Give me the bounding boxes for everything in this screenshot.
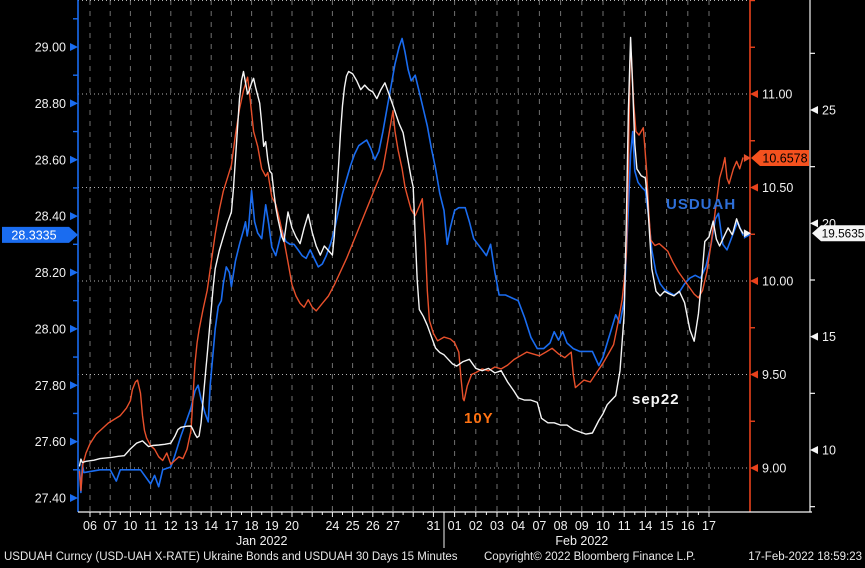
- yield-axis-tick-label: 9.00: [762, 462, 786, 476]
- x-axis-date-label: 03: [490, 519, 504, 533]
- left-axis-major-tick: [70, 381, 78, 390]
- yield-axis-major-tick: [750, 370, 758, 379]
- price-axis-tick-label: 10: [822, 444, 836, 458]
- x-axis-month-label: Jan 2022: [236, 534, 287, 548]
- x-axis-date-label: 17: [224, 519, 238, 533]
- x-axis-date-label: 12: [164, 519, 178, 533]
- yield-axis-major-tick: [750, 277, 758, 285]
- last-price-tag-sep22: [812, 225, 865, 242]
- left-axis-tick-label: 29.00: [35, 41, 66, 55]
- left-axis-major-tick: [70, 437, 78, 446]
- series-label-usduah: USDUAH: [666, 196, 737, 213]
- series-label-10y: 10Y: [464, 410, 494, 427]
- price-axis-tick-label: 25: [822, 104, 836, 118]
- x-axis-date-label: 10: [596, 519, 610, 533]
- x-axis-date-label: 20: [285, 519, 299, 533]
- left-axis-tick-label: 28.60: [35, 153, 66, 167]
- last-price-tag-usduah-value: 28.3335: [11, 228, 56, 242]
- x-axis-date-label: 31: [426, 519, 440, 533]
- price-axis-major-tick: [810, 332, 818, 341]
- price-axis-tick-label: 15: [822, 330, 836, 344]
- x-axis-date-label: 25: [346, 519, 360, 533]
- series-end-arrow-sep22: [743, 229, 751, 238]
- left-axis-tick-label: 28.20: [35, 266, 66, 280]
- left-axis-major-tick: [70, 212, 78, 221]
- last-price-tag-sep22-value: 19.5635: [822, 227, 865, 241]
- x-axis-date-label: 24: [325, 519, 339, 533]
- x-axis-date-label: 11: [618, 519, 631, 533]
- x-axis-date-label: 16: [681, 519, 695, 533]
- x-axis-date-label: 02: [469, 519, 483, 533]
- x-axis-date-label: 09: [575, 519, 589, 533]
- series-end-arrow-10y: [743, 153, 751, 162]
- series-label-sep22: sep22: [632, 391, 680, 408]
- left-axis-major-tick: [70, 268, 78, 277]
- left-axis-tick-label: 28.40: [35, 210, 66, 224]
- last-price-tag-10y-value: 10.6578: [762, 151, 807, 165]
- price-axis-major-tick: [810, 446, 818, 455]
- x-axis-date-label: 14: [204, 519, 218, 533]
- yield-axis-tick-label: 10.50: [762, 181, 793, 195]
- security-description: USDUAH Curncy (USD-UAH X-RATE) Ukraine B…: [4, 551, 458, 563]
- x-axis-date-label: 06: [83, 519, 97, 533]
- left-axis-tick-label: 28.00: [35, 322, 66, 336]
- series-line-10y: [78, 52, 744, 492]
- x-axis-date-label: 19: [265, 519, 279, 533]
- copyright-text: Copyright© 2022 Bloomberg Finance L.P.: [484, 551, 696, 563]
- datetime-stamp: 17-Feb-2022 18:59:23: [748, 551, 862, 563]
- status-bar: USDUAH Curncy (USD-UAH X-RATE) Ukraine B…: [0, 548, 865, 568]
- left-axis-tick-label: 27.40: [35, 492, 66, 506]
- x-axis-date-label: 01: [448, 519, 462, 533]
- yield-axis-major-tick: [750, 90, 758, 98]
- x-axis-date-label: 13: [184, 519, 198, 533]
- left-axis-major-tick: [70, 494, 78, 502]
- series-line-sep22: [78, 36, 744, 467]
- left-axis-major-tick: [70, 43, 78, 51]
- price-axis-major-tick: [810, 219, 818, 228]
- x-axis-date-label: 27: [386, 519, 400, 533]
- last-price-tag-10y: [751, 149, 809, 166]
- yield-axis-tick-label: 10.00: [762, 275, 793, 289]
- x-axis-date-label: 11: [144, 519, 157, 533]
- x-axis-date-label: 18: [245, 519, 259, 533]
- left-axis-major-tick: [70, 99, 78, 108]
- yield-axis-major-tick: [750, 183, 758, 192]
- left-axis-major-tick: [70, 155, 78, 164]
- yield-axis-tick-label: 9.50: [762, 368, 786, 382]
- series-line-usduah: [78, 37, 744, 494]
- yield-axis-tick-label: 11.00: [762, 88, 792, 102]
- left-axis-major-tick: [70, 324, 78, 333]
- x-axis-date-label: 07: [532, 519, 546, 533]
- x-axis-date-label: 04: [511, 519, 525, 533]
- left-axis-tick-label: 27.60: [35, 435, 66, 449]
- price-axis-major-tick: [810, 106, 818, 114]
- x-axis-date-label: 14: [638, 519, 652, 533]
- yield-axis-major-tick: [750, 464, 758, 472]
- x-axis-date-label: 07: [103, 519, 117, 533]
- x-axis-date-label: 10: [123, 519, 137, 533]
- x-axis-date-label: 15: [660, 519, 674, 533]
- last-price-tag-usduah: [2, 226, 78, 243]
- x-axis-date-label: 26: [366, 519, 380, 533]
- x-axis-month-label: Feb 2022: [555, 534, 608, 548]
- left-axis-tick-label: 28.80: [35, 97, 66, 111]
- x-axis-date-label: 08: [554, 519, 568, 533]
- left-axis-tick-label: 27.80: [35, 379, 66, 393]
- x-axis-date-label: 17: [702, 519, 716, 533]
